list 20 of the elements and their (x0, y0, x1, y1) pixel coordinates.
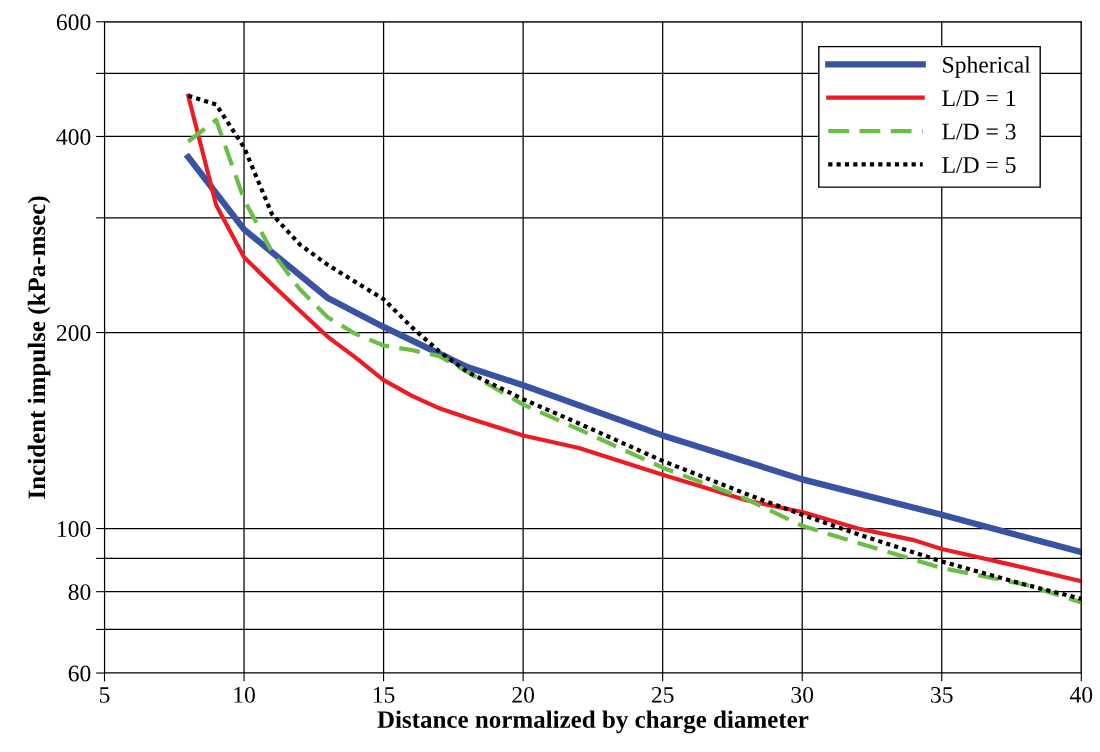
legend-label: L/D = 5 (942, 157, 1016, 173)
x-axis-title: Distance normalized by charge diameter (377, 710, 809, 734)
y-tick-label: 600 (56, 14, 91, 31)
y-tick-label: 80 (68, 584, 91, 601)
x-tick-label: 30 (791, 686, 814, 703)
x-tick-label: 20 (512, 686, 535, 703)
y-tick-label: 100 (57, 521, 91, 537)
x-tick-label: 40 (1069, 686, 1093, 703)
x-tick-label: 35 (931, 686, 953, 703)
legend-label: Spherical (943, 56, 1031, 78)
legend-label: L/D = 1 (942, 90, 1016, 107)
x-tick-label: 5 (99, 687, 110, 703)
x-tick-label: 25 (651, 686, 674, 703)
x-tick-label: 15 (373, 687, 395, 703)
x-tick-label: 10 (234, 686, 255, 703)
y-tick-label: 200 (56, 325, 91, 341)
y-tick-label: 60 (68, 665, 91, 682)
y-axis-title: Incident impulse (kPa-msec) (27, 196, 51, 499)
y-tick-label: 400 (56, 128, 91, 145)
legend-label: L/D = 3 (942, 123, 1016, 140)
